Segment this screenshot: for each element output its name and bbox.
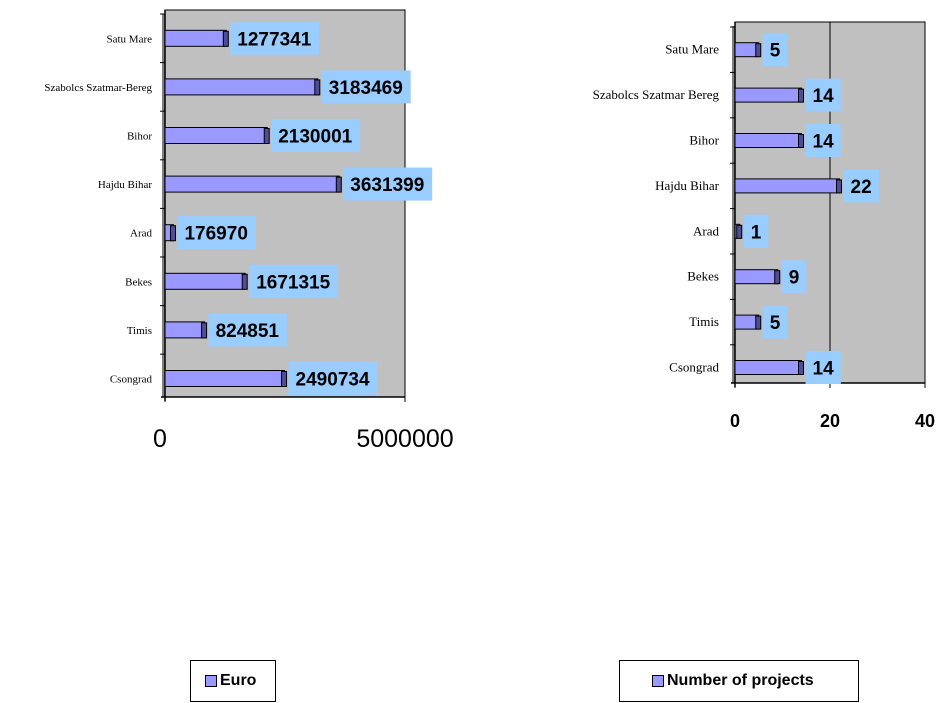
category-label: Satu Mare (665, 42, 719, 57)
data-label-box (249, 264, 339, 298)
bar (164, 370, 286, 387)
data-label: 824851 (216, 321, 280, 342)
bar-end-cap (736, 224, 743, 239)
data-label: 1671315 (256, 272, 330, 293)
data-label-box (843, 169, 879, 203)
bar (734, 133, 802, 148)
category-label: Szabolcs Szatmar-Bereg (44, 82, 152, 94)
data-label-box (271, 119, 361, 152)
bar (734, 314, 760, 330)
x-tick-label: 40 (915, 411, 935, 431)
bar (734, 178, 840, 194)
data-label-box (343, 167, 433, 201)
data-label: 1 (751, 222, 762, 243)
data-label: 3631399 (350, 175, 424, 196)
category-label: Szabolcs Szatmar Bereg (593, 87, 720, 102)
data-label: 176970 (184, 224, 247, 245)
data-label-box (288, 362, 378, 395)
bar (734, 269, 779, 285)
data-label-box (177, 216, 256, 250)
bar (734, 87, 802, 103)
euro-chart: 0 5000000 Satu Mare 1277341 Szabolcs Szatmar… (44, 9, 454, 453)
bar-end-cap (281, 371, 288, 387)
category-label: Timis (689, 314, 719, 329)
bar (164, 78, 319, 96)
projects-legend-label: Number of projects (667, 672, 814, 689)
euro-legend-swatch (205, 675, 217, 687)
bar-end-cap (201, 322, 208, 339)
category-label: Hajdu Bihar (655, 178, 720, 193)
x-tick-label: 0 (153, 425, 167, 453)
projects-legend: Number of projects (619, 660, 859, 702)
category-label: Csongrad (110, 374, 153, 386)
data-label-box (805, 78, 841, 112)
bar-end-cap (263, 128, 270, 144)
bar-end-cap (798, 361, 804, 375)
category-label: Timis (127, 325, 152, 337)
bar (164, 127, 268, 144)
bar-end-cap (169, 225, 176, 242)
category-label: Bihor (127, 131, 152, 143)
plot-wall-edge (732, 26, 735, 383)
x-tick-label: 5000000 (356, 425, 453, 453)
data-label-box (321, 70, 411, 104)
data-label: 5 (770, 41, 781, 62)
x-tick-label: 20 (820, 411, 840, 431)
bar-end-cap (335, 176, 342, 193)
category-label: Bihor (689, 133, 719, 148)
data-label-box (762, 33, 788, 67)
data-label: 2130001 (278, 127, 352, 148)
bar (734, 42, 760, 58)
data-label: 3183469 (329, 78, 403, 99)
data-label-box (208, 313, 287, 347)
data-label: 2490734 (296, 370, 370, 391)
bar-end-cap (755, 43, 762, 58)
category-label: Bekes (125, 276, 152, 288)
data-label-box (762, 305, 788, 339)
data-label: 5 (770, 313, 781, 334)
category-label: Bekes (687, 269, 719, 284)
data-label-box (805, 124, 841, 157)
data-label-box (230, 21, 320, 55)
bar-end-cap (798, 134, 804, 148)
bar-end-cap (836, 179, 842, 194)
bar-end-cap (222, 30, 229, 47)
bar-end-cap (241, 273, 248, 290)
data-label: 14 (813, 359, 835, 380)
data-label: 9 (789, 268, 800, 289)
bar (164, 29, 227, 47)
data-label: 1277341 (237, 29, 311, 50)
euro-legend: Euro (190, 660, 276, 702)
bar-end-cap (755, 315, 762, 330)
data-label: 14 (813, 132, 835, 153)
category-label: Arad (693, 223, 719, 238)
category-label: Hajdu Bihar (98, 179, 152, 191)
bar (164, 175, 340, 193)
x-tick-label: 0 (730, 411, 740, 431)
projects-chart: 0 20 40 Satu Mare 5 Szabolcs Szatmar Bereg 14 B… (593, 21, 935, 431)
category-label: Arad (130, 228, 152, 240)
data-label-box (781, 260, 807, 294)
category-label: Csongrad (669, 360, 719, 375)
euro-legend-label: Euro (220, 672, 257, 689)
bar (164, 272, 246, 290)
data-label: 22 (851, 177, 872, 198)
projects-legend-swatch (652, 675, 664, 687)
data-label-box (743, 214, 769, 248)
bar-end-cap (798, 88, 804, 103)
plot-wall-edge (162, 14, 165, 397)
bar (164, 321, 206, 339)
bar-end-cap (774, 270, 781, 285)
data-label-box (805, 351, 841, 384)
category-label: Satu Mare (106, 33, 152, 45)
bar-end-cap (314, 79, 321, 96)
data-label: 14 (813, 86, 835, 107)
bar (734, 360, 802, 375)
